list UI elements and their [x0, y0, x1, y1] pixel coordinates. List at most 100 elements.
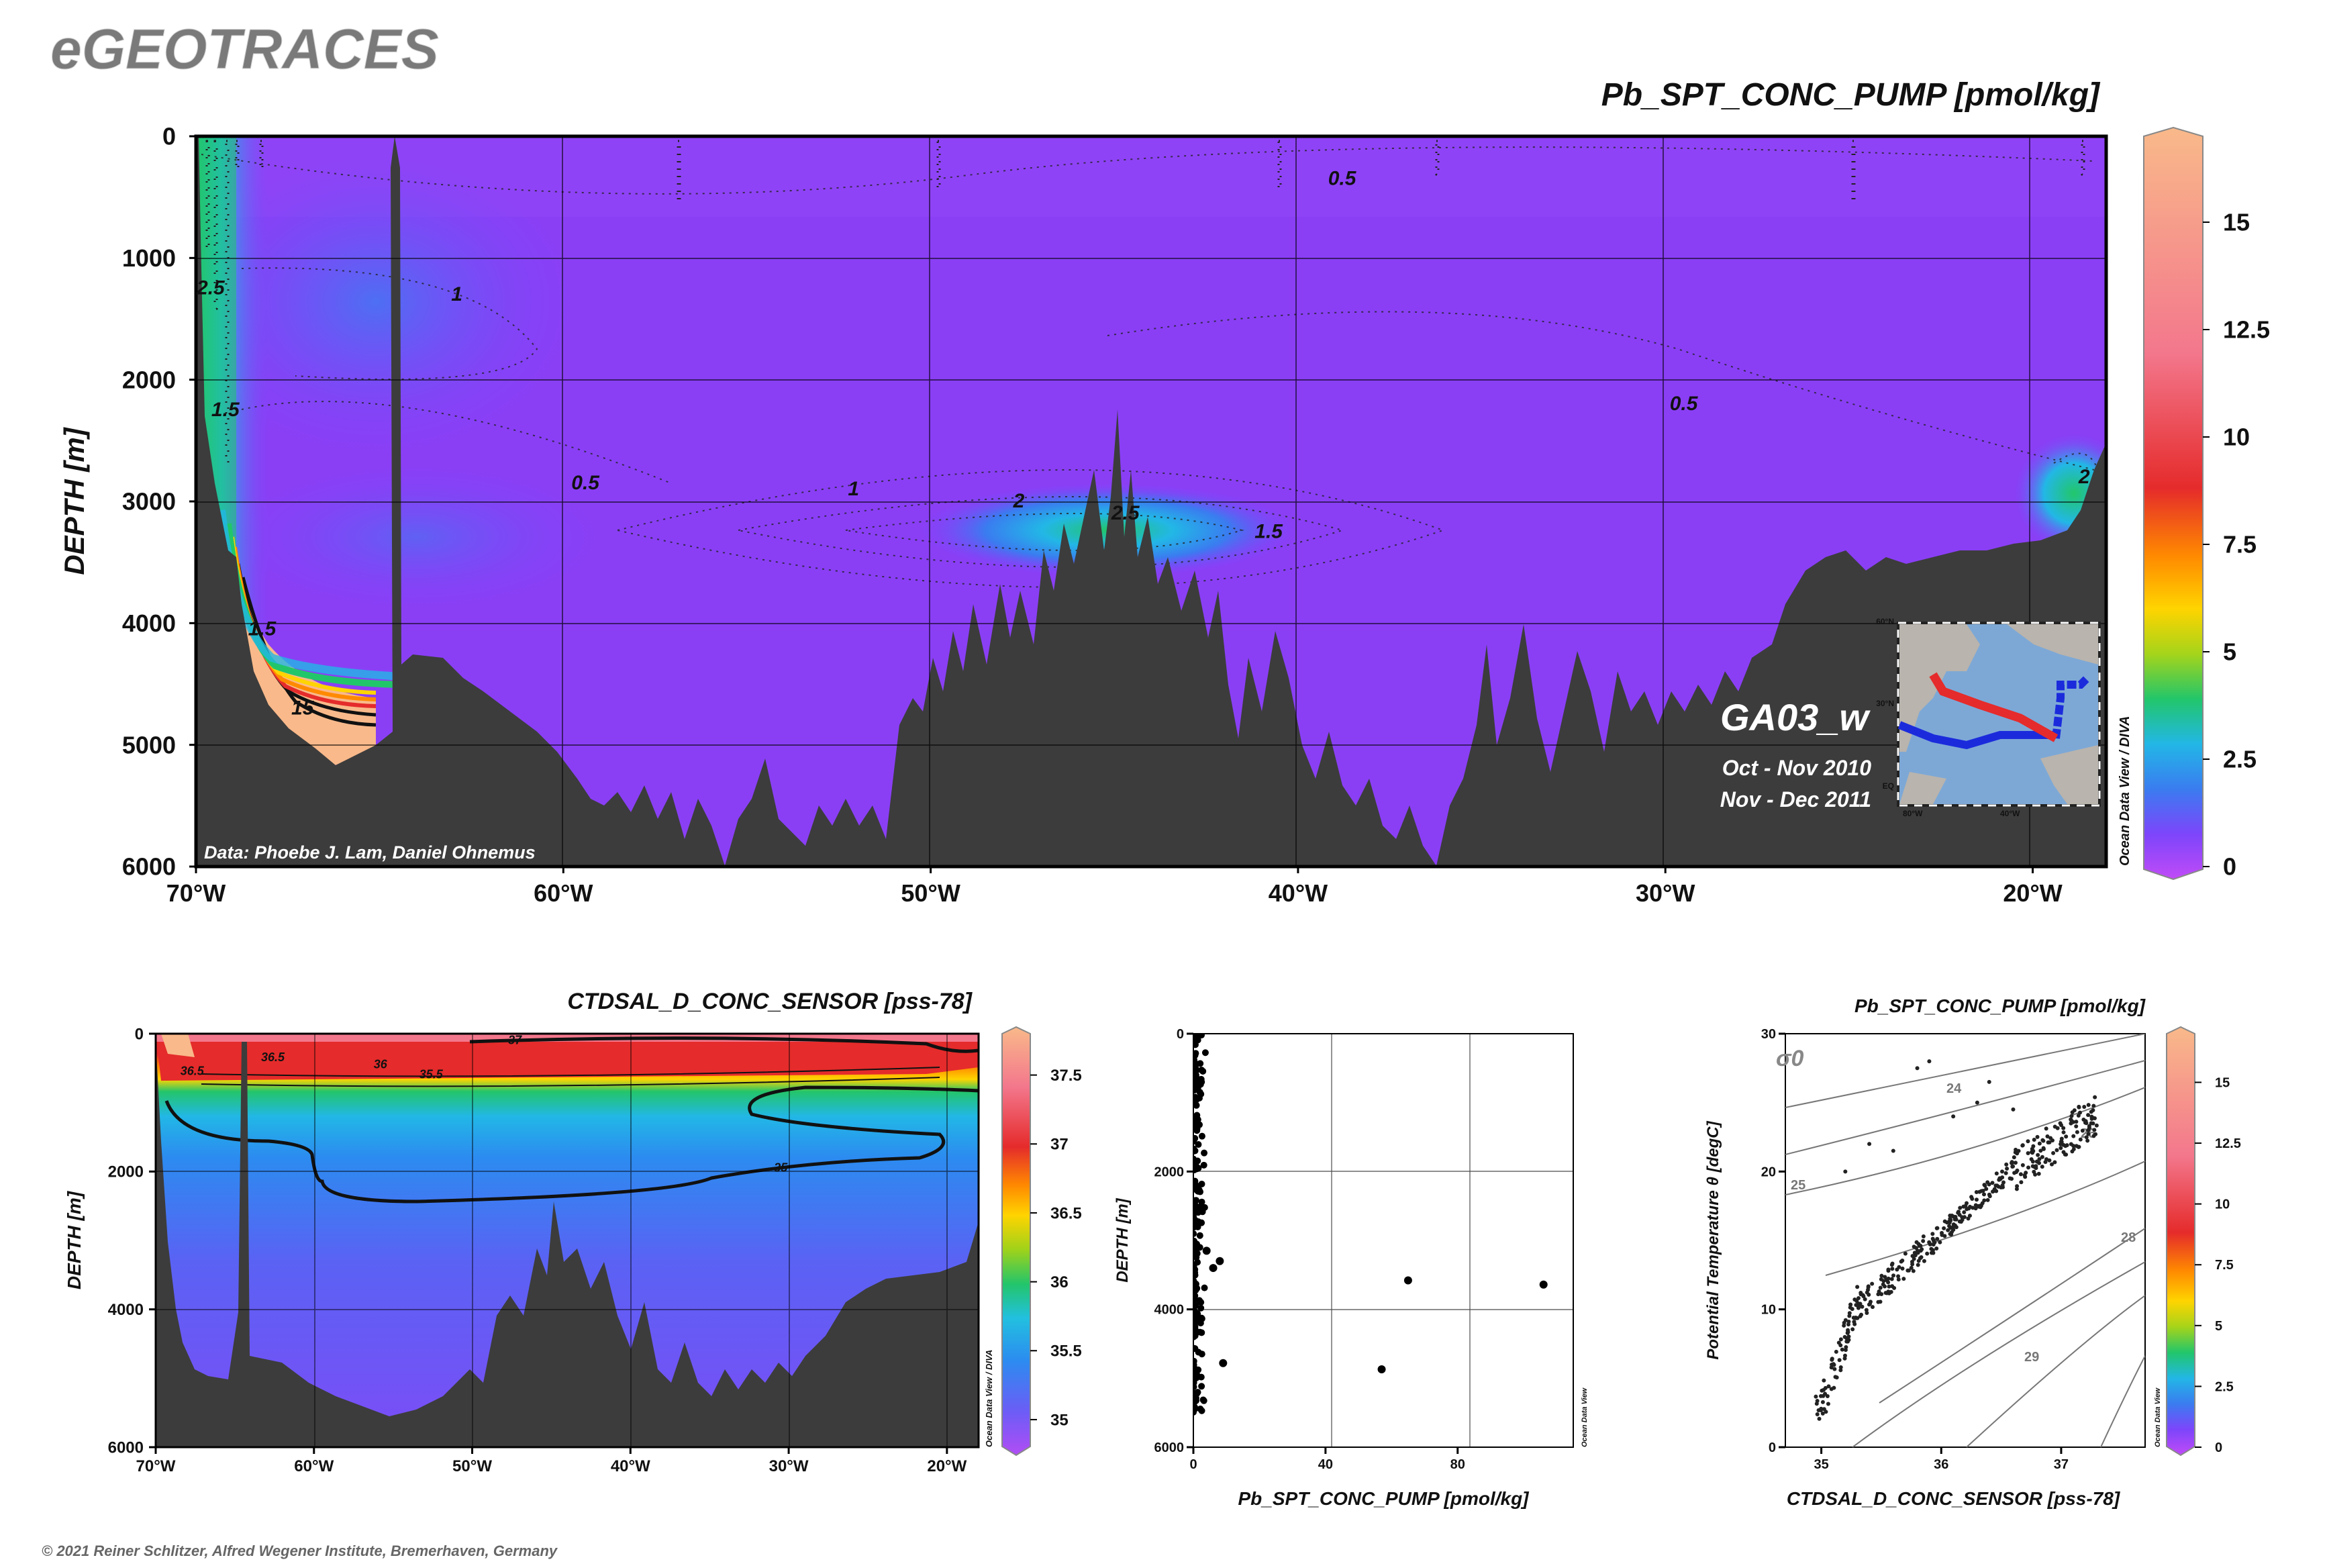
profile-point — [1198, 1383, 1205, 1390]
ts-point — [1897, 1265, 1901, 1269]
ts-point — [1928, 1242, 1932, 1246]
ts-point — [1982, 1198, 1987, 1203]
contour-label: 35.5 — [419, 1068, 444, 1081]
ts-points — [1814, 1059, 2099, 1421]
colorbar-tick-label: 10 — [2223, 424, 2250, 451]
ts-point — [2089, 1114, 2094, 1119]
salinity-ylabel: DEPTH [m] — [64, 1190, 85, 1289]
ts-point — [1870, 1281, 1875, 1286]
ts-point — [1938, 1240, 1942, 1244]
ts-point — [2023, 1175, 2028, 1179]
profile-ylabel: DEPTH [m] — [1113, 1197, 1132, 1282]
ts-point — [1834, 1349, 1838, 1354]
y-tick-label: 0 — [162, 123, 176, 150]
cruise-date-1: Oct - Nov 2010 — [1722, 756, 1872, 780]
ts-point — [1929, 1251, 1934, 1255]
inset-lat-eq: EQ — [1883, 781, 1894, 791]
profile-point — [1193, 1197, 1198, 1204]
colorbar-tick-label: 15 — [2215, 1075, 2230, 1090]
ts-point — [1935, 1236, 1940, 1241]
salinity-title: CTDSAL_D_CONC_SENSOR [pss-78] — [567, 989, 973, 1014]
contour-label: 2.5 — [1111, 502, 1140, 524]
ts-point — [1885, 1291, 1889, 1295]
ts-point — [1911, 1269, 1916, 1273]
ts-point — [1993, 1183, 1998, 1188]
ts-point — [2083, 1119, 2088, 1124]
ts-point — [2041, 1146, 2046, 1151]
x-tick-label: 20°W — [2003, 879, 2062, 907]
ts-point — [2020, 1143, 2025, 1148]
ts-point — [2075, 1130, 2079, 1134]
contour-label: 0.5 — [571, 472, 600, 494]
contour-label: 1.5 — [248, 618, 277, 640]
ts-point — [1910, 1254, 1915, 1259]
cruise-date-2: Nov - Dec 2011 — [1720, 787, 1871, 812]
ts-point — [1944, 1220, 1949, 1225]
profile-point — [1199, 1067, 1207, 1075]
ts-point — [1985, 1180, 1990, 1185]
ts-point — [1956, 1210, 1961, 1215]
ts-point — [2005, 1166, 2010, 1171]
y-tick-label: 0 — [1769, 1440, 1776, 1455]
ts-point — [2059, 1146, 2063, 1150]
ts-point — [2064, 1153, 2069, 1157]
profile-point — [1193, 1287, 1199, 1294]
ts-point — [2074, 1120, 2079, 1124]
profile-point — [1198, 1198, 1205, 1206]
profile-point — [1193, 1333, 1197, 1340]
ts-point — [2036, 1153, 2040, 1157]
ts-point — [2043, 1160, 2048, 1165]
profile-point — [1193, 1271, 1199, 1279]
ts-point — [1821, 1387, 1826, 1392]
y-tick-label: 4000 — [122, 609, 176, 637]
ts-point — [1843, 1169, 1848, 1174]
ts-point — [1921, 1234, 1926, 1239]
ts-point — [1914, 1240, 1919, 1244]
ts-point — [2070, 1110, 2075, 1115]
contour-label: 35 — [774, 1161, 788, 1174]
ts-point — [1946, 1228, 1950, 1232]
ts-point — [1838, 1365, 1843, 1369]
profile-outlier-point — [1216, 1257, 1224, 1265]
ts-point — [1826, 1402, 1830, 1406]
y-tick-label: 5000 — [122, 731, 176, 758]
y-tick-label: 2000 — [122, 366, 176, 393]
profile-xlabel: Pb_SPT_CONC_PUMP [pmol/kg] — [1238, 1488, 1530, 1509]
ts-point — [1878, 1285, 1883, 1290]
ts-point — [1822, 1407, 1826, 1412]
ts-point — [1963, 1204, 1968, 1208]
ts-point — [1916, 1251, 1920, 1255]
cruise-label: GA03_w — [1720, 696, 1871, 738]
y-tick-label: 6000 — [108, 1438, 144, 1457]
ts-point — [1979, 1189, 1984, 1193]
ts-point — [1962, 1215, 1967, 1220]
ts-point — [1863, 1297, 1867, 1302]
ts-point — [1953, 1214, 1958, 1219]
ts-point — [2071, 1147, 2076, 1152]
ts-point — [1842, 1334, 1847, 1339]
ts-point — [2086, 1128, 2091, 1132]
ts-point — [1879, 1273, 1884, 1278]
ts-point — [1865, 1290, 1869, 1295]
y-tick-label: 0 — [135, 1025, 144, 1043]
ts-point — [2085, 1138, 2090, 1143]
ts-point — [1951, 1228, 1956, 1232]
ts-point — [1942, 1226, 1946, 1230]
contour-label: 2 — [2078, 466, 2090, 488]
ts-point — [2013, 1161, 2018, 1165]
ts-point — [1896, 1277, 1901, 1282]
ts-point — [2032, 1165, 2036, 1169]
ts-point — [1909, 1265, 1914, 1270]
main-contour-labels: 0.5 1 2.5 1.5 0.5 0.5 1 2 2.5 1.5 2 1.5 15 — [196, 168, 2090, 720]
ts-point — [1931, 1238, 1936, 1243]
ts-point — [2089, 1110, 2093, 1114]
profile-point — [1198, 1351, 1205, 1358]
ts-point — [1891, 1148, 1895, 1153]
svg-text:24: 24 — [1946, 1081, 1962, 1096]
ts-point — [1962, 1210, 1967, 1215]
ts-point — [1971, 1206, 1975, 1210]
ts-point — [2078, 1137, 2083, 1142]
ts-axis-ticks: 35 36 37 0 10 20 30 — [1761, 1027, 2069, 1472]
ts-title: Pb_SPT_CONC_PUMP [pmol/kg] — [1854, 995, 2146, 1016]
ts-point — [2091, 1121, 2095, 1126]
